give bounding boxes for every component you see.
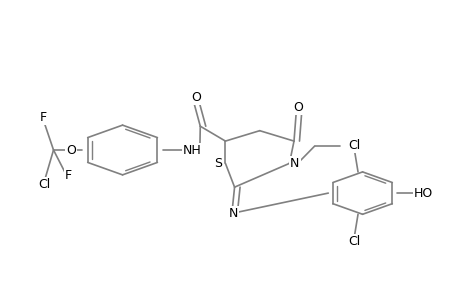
Text: NH: NH [183, 143, 202, 157]
Text: N: N [290, 157, 299, 170]
Text: S: S [214, 157, 222, 170]
Text: Cl: Cl [347, 235, 360, 248]
Text: O: O [66, 143, 76, 157]
Text: N: N [228, 207, 237, 220]
Text: O: O [293, 101, 303, 114]
Text: Cl: Cl [38, 178, 50, 191]
Text: HO: HO [413, 187, 432, 200]
Text: Cl: Cl [347, 139, 360, 152]
Text: O: O [190, 91, 200, 104]
Text: F: F [65, 169, 72, 182]
Text: F: F [40, 111, 47, 124]
